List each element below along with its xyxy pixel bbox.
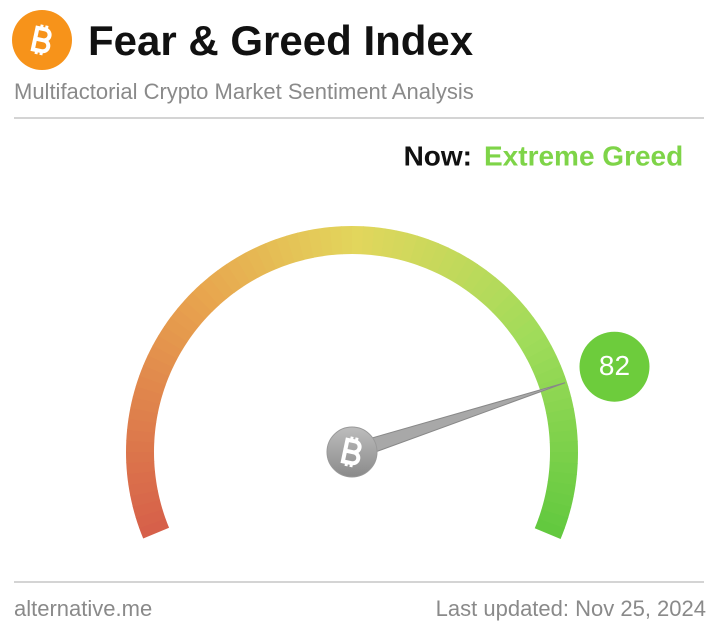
gauge-band <box>543 490 574 508</box>
gauge-band <box>177 299 206 327</box>
value-label: 82 <box>599 350 630 381</box>
gauge-band <box>170 308 200 335</box>
classification: Extreme Greed <box>484 140 683 171</box>
gauge-band <box>418 239 439 270</box>
last-updated: Last updated: Nov 25, 2024 <box>436 596 706 621</box>
gauge-band <box>534 365 565 386</box>
now-label: Now: <box>404 140 472 171</box>
gauge-band <box>516 326 547 351</box>
gauge-band <box>139 365 170 386</box>
gauge-band <box>329 226 343 255</box>
gauge-band <box>521 335 552 360</box>
gauge-band <box>477 277 505 306</box>
gauge-band <box>484 284 513 313</box>
gauge-band <box>147 344 178 368</box>
gauge-band <box>549 452 578 464</box>
gauge-band <box>549 440 578 453</box>
source: alternative.me <box>14 596 152 621</box>
gauge-band <box>265 239 286 270</box>
needle <box>348 382 566 461</box>
gauge-band <box>139 518 170 539</box>
gauge-band <box>127 470 157 486</box>
gauge-band <box>340 226 353 255</box>
gauge-band <box>526 345 557 368</box>
gauge-band <box>541 500 572 519</box>
gauge-band <box>132 385 163 404</box>
gauge-band <box>126 440 155 452</box>
gauge-band <box>152 335 183 359</box>
gauge-band <box>164 316 194 342</box>
gauge-band <box>275 235 295 266</box>
gauge-band <box>462 264 488 294</box>
gauge-band <box>143 354 174 377</box>
gauge-band <box>286 232 305 263</box>
gauge-band <box>135 375 166 395</box>
gauge-band <box>126 429 156 443</box>
subtitle: Multifactorial Crypto Market Sentiment A… <box>14 79 474 104</box>
gauge-band <box>217 263 243 293</box>
gauge-band <box>192 284 220 312</box>
gauge-band <box>255 242 277 274</box>
gauge-band <box>505 308 534 335</box>
gauge-band <box>436 247 460 278</box>
gauge-band <box>352 226 364 255</box>
value-badge <box>579 331 650 402</box>
gauge-band <box>541 386 572 405</box>
gauge-band <box>511 317 541 343</box>
gauge-band <box>130 396 161 414</box>
gauge-band <box>538 509 569 529</box>
gauge-band <box>132 499 163 518</box>
gauge-band <box>200 276 227 306</box>
gauge-band <box>492 292 520 320</box>
gauge-band <box>226 257 251 288</box>
gauge-band <box>126 461 155 475</box>
gauge-band <box>400 232 419 263</box>
gauge-band <box>390 230 408 261</box>
hub-icon-shape <box>344 436 359 468</box>
gauge-band <box>445 252 469 283</box>
title: Fear & Greed Index <box>88 17 474 64</box>
gauge: 82 <box>125 226 650 539</box>
gauge-band <box>184 291 213 320</box>
gauge-band <box>549 429 578 443</box>
gauge-band <box>381 228 397 258</box>
hub-icon <box>340 436 362 468</box>
gauge-band <box>427 243 450 274</box>
gauge-band <box>546 481 576 497</box>
gauge-band <box>245 247 268 278</box>
gauge-band <box>546 407 576 424</box>
gauge-band <box>534 518 565 539</box>
gauge-band <box>548 461 578 475</box>
gauge-band <box>158 325 188 351</box>
gauge-band <box>128 480 158 497</box>
gauge-band <box>469 270 496 300</box>
gauge-band <box>128 407 158 423</box>
gauge-band <box>135 509 166 529</box>
gauge-band <box>307 228 324 258</box>
gauge-band <box>453 258 479 288</box>
gauge-band <box>208 270 235 299</box>
gauge-band <box>409 235 429 266</box>
gauge-band <box>547 418 577 434</box>
gauge-band <box>125 451 155 464</box>
gauge-band <box>498 300 528 327</box>
hub-icon-shape <box>340 437 362 466</box>
gauge-band <box>235 252 260 283</box>
logo <box>12 10 72 70</box>
gauge-band <box>530 355 562 377</box>
gauge-band <box>318 227 334 257</box>
gauge-band <box>361 226 375 256</box>
